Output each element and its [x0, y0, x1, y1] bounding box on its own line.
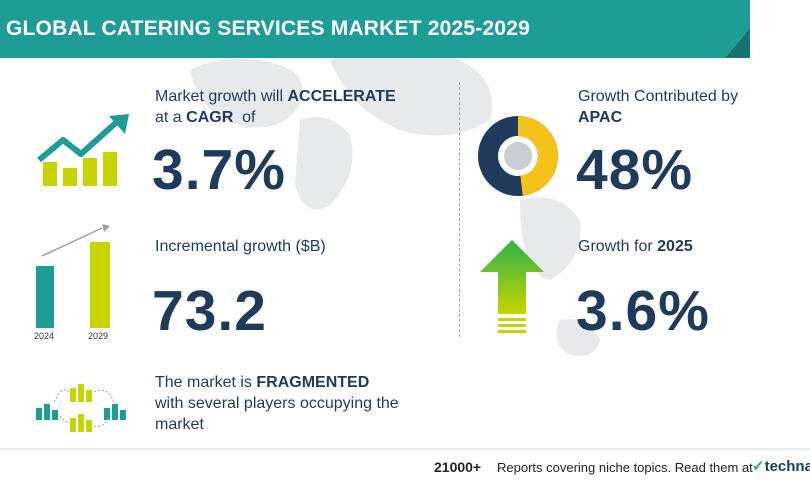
report-count: 21000+ — [434, 459, 482, 475]
growth-2025-value: 3.6% — [576, 279, 710, 343]
up-arrow-icon — [480, 240, 544, 333]
apac-value: 48% — [576, 138, 694, 202]
incremental-bars-icon: 2024 2029 — [34, 224, 110, 341]
growth-chart-icon — [37, 114, 129, 186]
cagr-label: Market growth will ACCELERATE at a CAGR … — [155, 88, 396, 126]
cagr-value: 3.7% — [152, 138, 286, 202]
fragmented-label: The market is FRAGMENTED with several pl… — [155, 374, 399, 433]
donut-center — [504, 142, 532, 170]
technavio-logo[interactable]: ✓technavio — [752, 458, 810, 475]
footer-bar: 21000+ Reports covering niche topics. Re… — [0, 448, 810, 480]
header-banner — [0, 0, 750, 58]
bar-year-2024: 2024 — [34, 331, 54, 341]
growth-2025-label: Growth for 2025 — [578, 238, 693, 255]
donut-apac-segment — [478, 116, 558, 196]
incremental-label: Incremental growth ($B) — [155, 238, 326, 255]
bar-year-2029: 2029 — [88, 331, 108, 341]
footer-text: Reports covering niche topics. Read them… — [497, 460, 753, 475]
market-players-icon — [36, 384, 126, 432]
incremental-value: 73.2 — [152, 279, 267, 343]
column-divider — [459, 82, 460, 337]
page-title: GLOBAL CATERING SERVICES MARKET 2025-202… — [6, 17, 530, 40]
donut-chart-icon — [478, 116, 558, 196]
apac-label: Growth Contributed by APAC — [578, 88, 739, 126]
